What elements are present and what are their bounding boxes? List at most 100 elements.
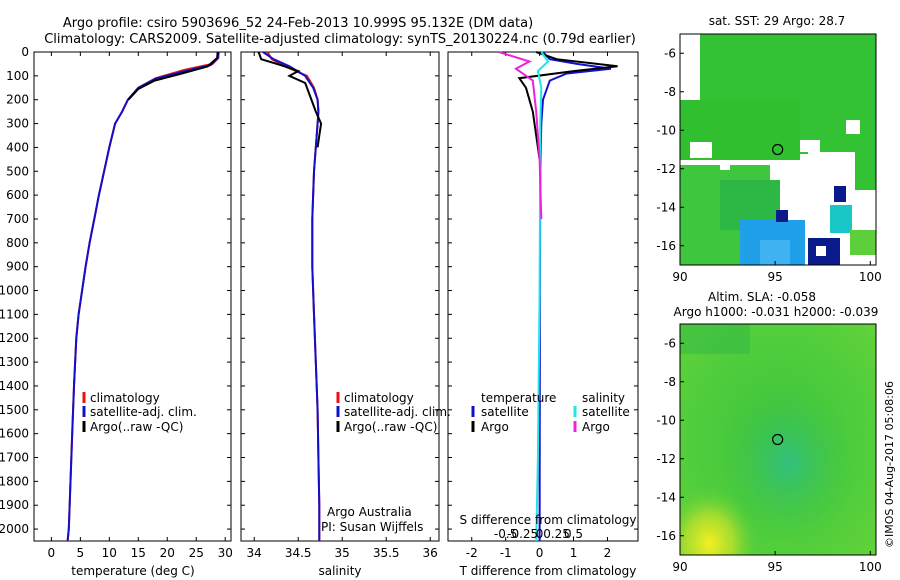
y-tick-label: 1400 [0, 379, 29, 393]
y-tick-label: 1500 [0, 403, 29, 417]
header-line1: Argo profile: csiro 5903696_52 24-Feb-20… [63, 16, 533, 31]
map-x-tick-label: 90 [672, 270, 687, 284]
x-tick-label: 34 [247, 546, 262, 560]
x-tick-label: 25 [189, 546, 204, 560]
map-y-tick-label: -16 [656, 239, 676, 253]
sla-map-frame [679, 323, 877, 556]
map-x-tick-label: 95 [768, 560, 783, 574]
sst-land-patch [830, 205, 852, 233]
x-tick-label: -2 [466, 546, 478, 560]
legend-argo-label: Argo(..raw -QC) [90, 420, 183, 434]
sst-map-frame [679, 33, 877, 266]
legend-argo-label: Argo(..raw -QC) [344, 420, 437, 434]
sla-map [680, 324, 876, 555]
salinity-diff-xlabel: S difference from climatology [460, 513, 637, 527]
sst-gap [720, 160, 730, 170]
map-y-tick-label: -14 [656, 200, 676, 214]
y-tick-label: 700 [6, 212, 29, 226]
map-y-tick-label: -10 [656, 413, 676, 427]
sla-map-axes: 90 95 100 -6 -8 -10 -12 -14 -16 [656, 336, 881, 574]
legend-t-argo-label: Argo [481, 420, 509, 434]
legend-s-satellite-label: satellite [582, 405, 630, 419]
sst-land-patch [850, 230, 876, 255]
map-x-tick-label: 90 [672, 560, 687, 574]
x-tick-label: 2 [604, 546, 612, 560]
y-tick-label: 1100 [0, 307, 29, 321]
y-tick-label: 1700 [0, 451, 29, 465]
map-y-tick-label: -6 [664, 336, 676, 350]
series-line-climatology [66, 51, 220, 542]
map-y-tick-label: -12 [656, 162, 676, 176]
y-tick-label: 200 [6, 93, 29, 107]
map-y-tick-label: -16 [656, 529, 676, 543]
x-tick-label: 1 [570, 546, 578, 560]
sla-map-land [680, 324, 750, 354]
x-tick-label: 0 [536, 546, 544, 560]
difference-plot-frame [447, 51, 639, 542]
y-tick-label: 900 [6, 260, 29, 274]
sla-map-title: Altim. SLA: -0.058 [708, 290, 816, 304]
map-y-tick-label: -14 [656, 490, 676, 504]
sst-gap [846, 120, 860, 134]
argo-location-marker [772, 433, 784, 446]
s-tick-label: 0.5 [564, 527, 583, 541]
y-tick-label: 1300 [0, 355, 29, 369]
sst-map-axes: 90 95 100 -6 -8 -10 -12 -14 -16 [656, 46, 881, 284]
difference-xlabel: T difference from climatology [459, 564, 637, 578]
s-tick-label: 0.25 [543, 527, 570, 541]
difference-plot: -2 -1 0 1 2-0.5-0.250 0.250.5 [448, 51, 638, 560]
legend-s-argo-label: Argo [582, 420, 610, 434]
map-x-tick-label: 100 [859, 560, 882, 574]
legend-temperature-title: temperature [481, 391, 556, 405]
x-tick-label: 36 [423, 546, 438, 560]
temperature-legend: climatology satellite-adj. clim. Argo(..… [82, 391, 197, 434]
argo-location-marker [772, 143, 784, 156]
series-line-salinity-satellite [535, 51, 550, 542]
s-tick-label: -0.5 [494, 527, 517, 541]
legend-t-satellite-label: satellite [481, 405, 529, 419]
y-tick-label: 600 [6, 188, 29, 202]
y-tick-label: 1800 [0, 474, 29, 488]
x-tick-label: 5 [77, 546, 85, 560]
salinity-plot: 34 34.5 35 35.5 36 [241, 51, 439, 560]
sst-cold-patch [834, 186, 846, 202]
annotation-argo-australia: Argo Australia [327, 505, 412, 519]
y-tick-label: 1600 [0, 427, 29, 441]
annotation-pi: PI: Susan Wijffels [321, 520, 423, 534]
sla-map-cyan-patch [680, 324, 876, 555]
temperature-plot: 0 5 10 15 20 25 300100200300400500600700800900… [0, 45, 233, 560]
map-y-tick-label: -8 [664, 375, 676, 389]
series-line-temperature-satellite [538, 51, 612, 542]
series-line-temperature-argo [517, 51, 618, 160]
legend-climatology-label: climatology [344, 391, 414, 405]
salinity-plot-frame [240, 51, 440, 542]
y-tick-label: 300 [6, 117, 29, 131]
sst-cold-patch [816, 246, 826, 256]
series-line-climatology [266, 51, 321, 541]
legend-satellite-label: satellite-adj. clim. [344, 405, 451, 419]
y-tick-label: 100 [6, 69, 29, 83]
y-tick-label: 1200 [0, 331, 29, 345]
legend-climatology-label: climatology [90, 391, 160, 405]
x-tick-label: 34.5 [285, 546, 312, 560]
sst-land-patch [855, 150, 876, 190]
y-tick-label: 0 [21, 45, 29, 59]
sst-gap [808, 152, 855, 188]
y-tick-label: 1900 [0, 498, 29, 512]
sst-gap [780, 165, 810, 200]
side-stamp: ©IMOS 04-Aug-2017 05:08:06 [883, 381, 896, 548]
map-x-tick-label: 95 [768, 270, 783, 284]
y-tick-label: 2000 [0, 522, 29, 536]
y-tick-label: 1000 [0, 284, 29, 298]
sst-map-title: sat. SST: 29 Argo: 28.7 [709, 14, 846, 28]
s-tick-label: 0 [536, 527, 544, 541]
s-tick-label: -0.25 [507, 527, 538, 541]
series-line-argo-raw-qc- [257, 51, 323, 148]
x-tick-label: 10 [102, 546, 117, 560]
map-y-tick-label: -8 [664, 85, 676, 99]
temperature-plot-frame [33, 51, 232, 542]
map-y-tick-label: -10 [656, 123, 676, 137]
series-line-satellite-adj-clim- [262, 51, 321, 541]
temperature-xlabel: temperature (deg C) [71, 564, 194, 578]
